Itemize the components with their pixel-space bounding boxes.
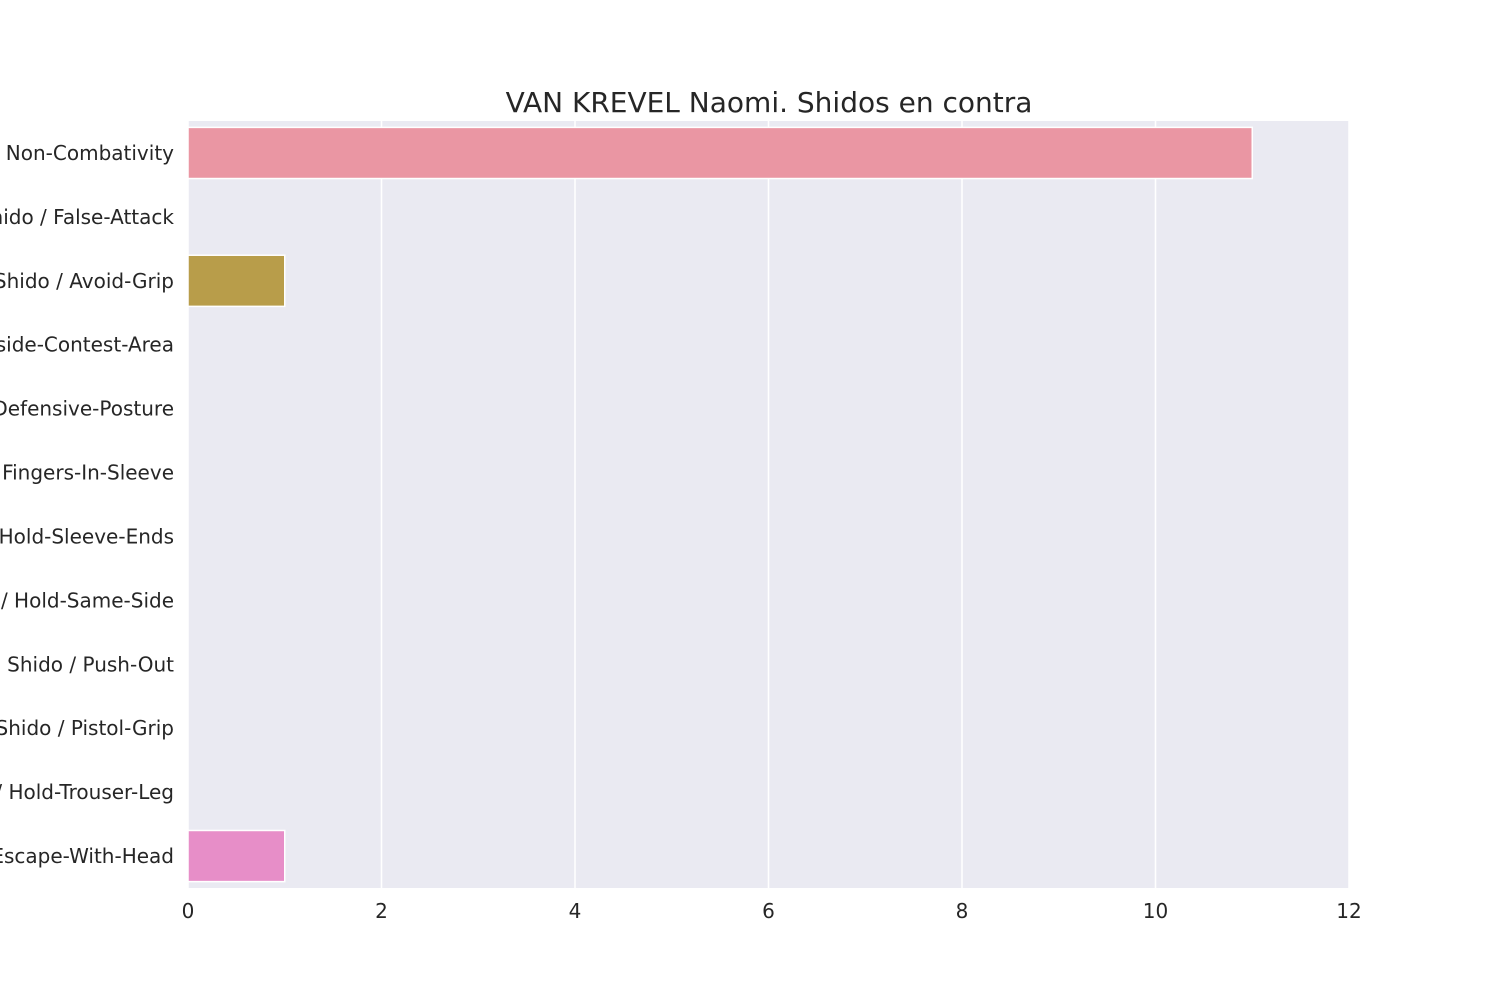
y-tick-label: Shido / Fingers-In-Sleeve — [0, 461, 174, 485]
x-tick-label: 0 — [182, 899, 195, 923]
y-tick-label: Shido / False-Attack — [0, 205, 174, 229]
x-tick-label: 4 — [569, 899, 582, 923]
y-tick-label: Shido / Escape-With-Head — [0, 844, 174, 868]
y-tick-label: Shido / Pistol-Grip — [0, 716, 174, 740]
y-tick-label: Shido / Hold-Sleeve-Ends — [0, 524, 174, 548]
x-tick-label: 8 — [956, 899, 969, 923]
y-tick-label: Shido / Defensive-Posture — [0, 397, 174, 421]
y-tick-label: Shido / Avoid-Grip — [0, 269, 174, 293]
x-tick-label: 2 — [375, 899, 388, 923]
y-tick-label: Shido / Outside-Contest-Area — [0, 333, 174, 357]
y-axis-tick-labels: Shido / Non-Combativity Shido / False-Att… — [0, 141, 174, 868]
grid-lines — [187, 121, 1350, 888]
y-tick-label: Shido / Push-Out — [7, 652, 174, 676]
bar — [187, 126, 1253, 180]
x-tick-label: 6 — [762, 899, 775, 923]
y-tick-label: Shido / Non-Combativity — [0, 141, 174, 165]
bar — [187, 829, 286, 883]
chart-title: VAN KREVEL Naomi. Shidos en contra — [506, 86, 1033, 119]
y-tick-label: Shido / Hold-Trouser-Leg — [0, 780, 174, 804]
bars — [187, 126, 1253, 883]
bar — [187, 254, 286, 308]
y-tick-label: Shido / Hold-Same-Side — [0, 588, 174, 612]
x-tick-label: 12 — [1336, 899, 1361, 923]
x-axis-tick-labels: 0 2 4 6 8 10 12 — [182, 899, 1362, 923]
x-tick-label: 10 — [1143, 899, 1168, 923]
